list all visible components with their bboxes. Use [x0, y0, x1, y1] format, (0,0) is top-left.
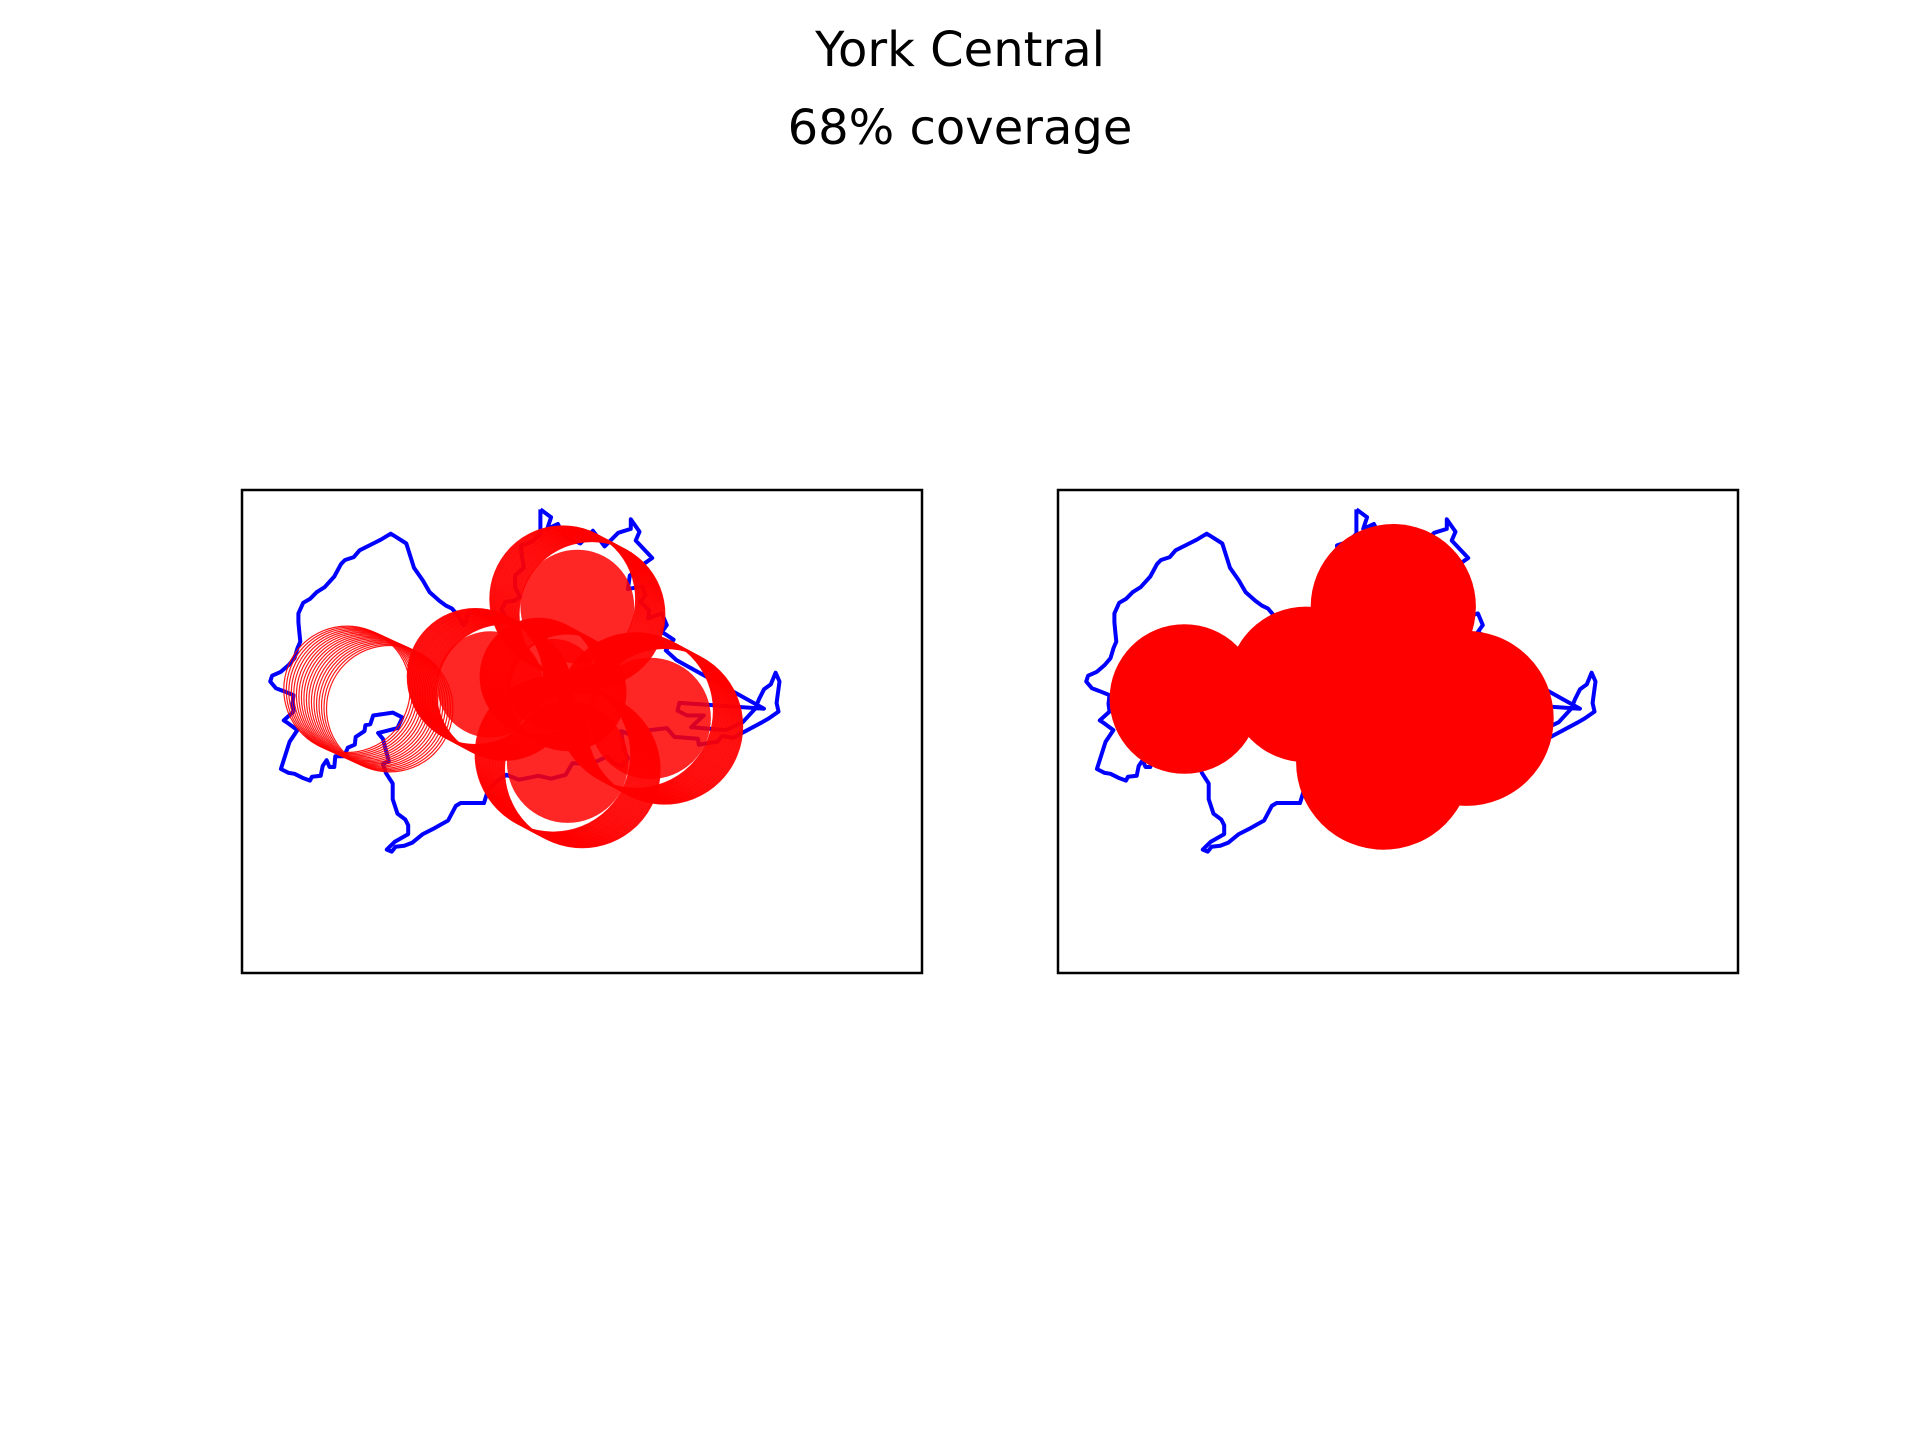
coverage-blob-mid-filled	[1301, 616, 1437, 753]
coverage-subtitle: 68% coverage	[787, 100, 1133, 156]
map-panel-rings	[240, 488, 924, 975]
coverage-blob-south	[474, 676, 661, 849]
figure-title: York Central	[815, 22, 1105, 78]
panel-frame-right	[1056, 488, 1740, 975]
coverage-blob-mid	[479, 617, 627, 752]
coverage-filled-area	[1109, 524, 1554, 850]
coverage-rings	[283, 525, 744, 849]
panel-frame-left	[240, 488, 924, 975]
coverage-blob-west-filled	[1109, 624, 1260, 774]
map-panel-filled	[1056, 488, 1740, 975]
